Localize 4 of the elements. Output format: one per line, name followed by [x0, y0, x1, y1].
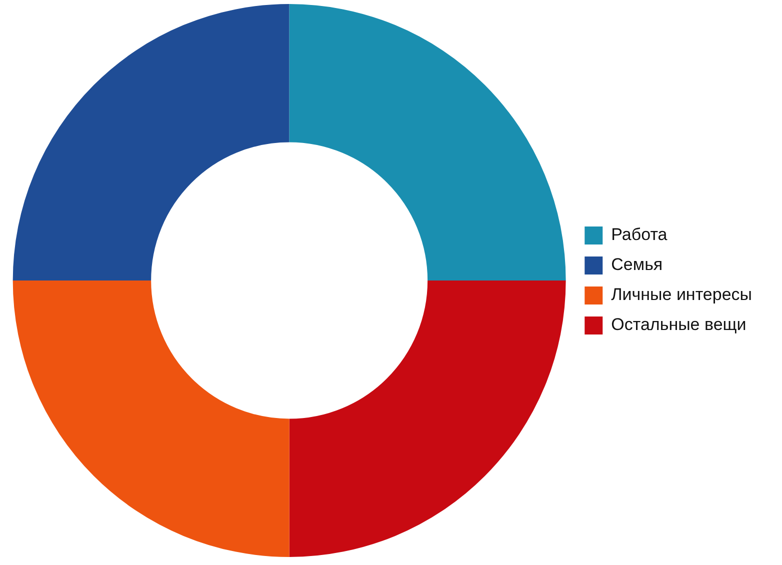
legend-label: Остальные вещи	[611, 315, 746, 334]
legend-label: Личные интересы	[611, 285, 752, 304]
legend-label: Семья	[611, 255, 663, 274]
legend-label: Работа	[611, 225, 668, 244]
